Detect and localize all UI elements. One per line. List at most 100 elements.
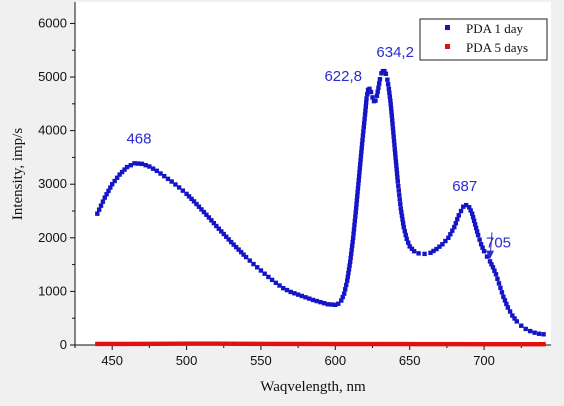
- data-point: [137, 341, 143, 347]
- data-point: [376, 81, 382, 86]
- data-point: [165, 176, 171, 182]
- data-point: [477, 237, 482, 242]
- data-point: [226, 341, 232, 346]
- y-tick-label: 2000: [38, 230, 67, 245]
- series-layer: [95, 68, 546, 347]
- data-point: [344, 282, 349, 288]
- data-point: [394, 167, 399, 172]
- data-point: [243, 254, 249, 260]
- data-point: [346, 270, 351, 276]
- data-point: [399, 209, 404, 215]
- data-point: [132, 161, 137, 166]
- data-point: [199, 207, 204, 212]
- data-point: [399, 213, 405, 219]
- data-point: [102, 195, 107, 200]
- data-point: [107, 341, 113, 347]
- data-point: [368, 89, 374, 95]
- data-point: [169, 179, 174, 184]
- data-point: [447, 341, 453, 347]
- data-point: [226, 237, 231, 242]
- data-point: [358, 161, 363, 167]
- data-point: [426, 341, 432, 347]
- data-point: [367, 86, 372, 92]
- data-point: [124, 164, 130, 170]
- data-point: [98, 203, 104, 208]
- data-point: [303, 341, 308, 347]
- data-point: [397, 197, 402, 202]
- data-point: [379, 341, 385, 347]
- data-point: [387, 94, 393, 99]
- data-point: [191, 199, 197, 204]
- data-point: [241, 252, 246, 257]
- data-point: [295, 292, 301, 297]
- data-point: [175, 341, 181, 346]
- data-point: [514, 319, 519, 324]
- data-point: [520, 341, 525, 347]
- data-point: [324, 341, 330, 347]
- data-point: [340, 294, 345, 300]
- data-point: [128, 162, 133, 168]
- data-point: [288, 289, 293, 295]
- data-point: [490, 265, 496, 270]
- data-point: [336, 301, 341, 306]
- data-point: [431, 248, 436, 254]
- data-point: [367, 341, 372, 347]
- y-tick-label: 6000: [38, 15, 67, 30]
- data-point: [385, 77, 390, 82]
- data-point: [400, 221, 406, 226]
- data-point: [523, 326, 528, 332]
- data-point: [498, 285, 503, 291]
- data-point: [345, 341, 351, 347]
- data-point: [537, 341, 542, 347]
- data-point: [352, 222, 357, 228]
- data-point: [205, 341, 211, 346]
- y-axis-label: Intensity, imp/s: [10, 128, 26, 221]
- data-point: [346, 267, 352, 272]
- data-point: [510, 313, 515, 318]
- data-point: [430, 341, 436, 347]
- data-point: [452, 341, 457, 347]
- data-point: [390, 121, 395, 127]
- data-point: [109, 182, 115, 187]
- data-point: [299, 293, 305, 299]
- data-point: [450, 228, 455, 233]
- data-point: [362, 120, 367, 126]
- data-point: [150, 341, 155, 347]
- data-point: [532, 330, 537, 335]
- data-point: [119, 169, 125, 175]
- data-point: [348, 251, 354, 257]
- data-point: [443, 341, 449, 347]
- data-point: [361, 124, 366, 130]
- data-point: [353, 206, 359, 211]
- data-point: [503, 341, 508, 347]
- data-point: [392, 142, 397, 148]
- data-point: [486, 341, 491, 347]
- data-point: [184, 341, 189, 346]
- data-point: [243, 341, 249, 347]
- data-point: [112, 178, 117, 184]
- data-point: [406, 240, 411, 245]
- data-point: [489, 262, 494, 267]
- data-point: [281, 285, 286, 291]
- data-point: [418, 341, 423, 347]
- data-point: [358, 157, 363, 163]
- data-point: [112, 341, 117, 347]
- data-point: [359, 141, 365, 147]
- data-point: [448, 232, 453, 237]
- data-point: [201, 341, 206, 346]
- data-point: [184, 191, 189, 197]
- data-point: [154, 341, 160, 347]
- data-point: [214, 223, 219, 229]
- data-point: [478, 242, 484, 247]
- data-point: [374, 93, 380, 98]
- data-point: [318, 299, 323, 305]
- data-point: [320, 341, 325, 347]
- legend-box: [419, 18, 548, 61]
- data-point: [386, 86, 392, 92]
- data-point: [395, 175, 400, 180]
- data-point: [363, 108, 368, 113]
- data-point: [341, 341, 347, 347]
- data-point: [262, 271, 267, 276]
- data-point: [384, 341, 389, 347]
- data-point: [541, 332, 546, 337]
